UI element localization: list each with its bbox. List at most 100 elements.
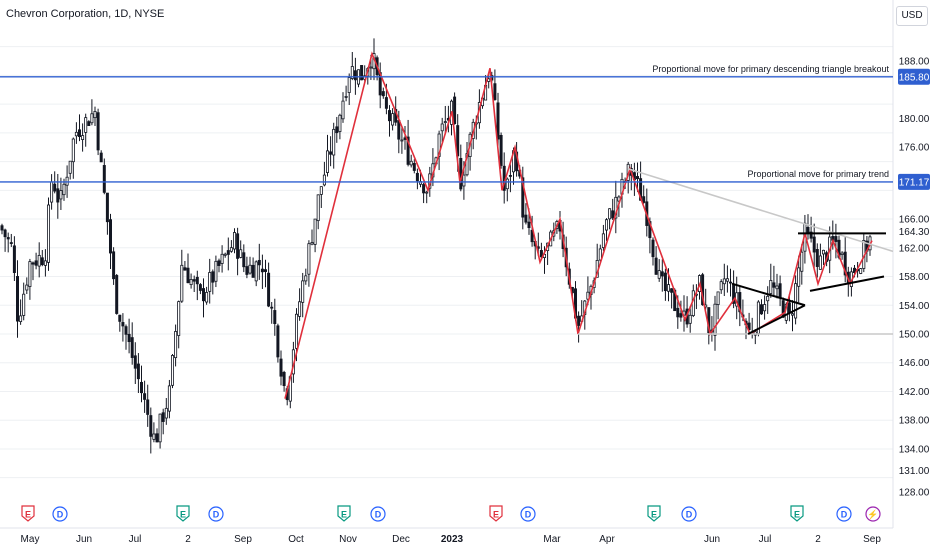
candle-body (226, 250, 230, 255)
event-marker-label: E (794, 510, 800, 520)
candle-body (149, 415, 153, 437)
candle-body (170, 355, 174, 386)
candle-body (50, 181, 54, 203)
candle-body (161, 412, 165, 422)
price-line-label: Proportional move for primary descending… (652, 64, 889, 74)
candle-body (670, 288, 674, 293)
x-tick-label: Jul (759, 534, 772, 545)
candle-body (121, 322, 125, 327)
y-tick-label: 164.30 (899, 227, 930, 238)
y-tick-label: 142.00 (899, 387, 930, 398)
candle-body (229, 247, 233, 252)
candle-body (391, 113, 395, 126)
candle-body (859, 268, 863, 274)
candle-body (443, 121, 447, 123)
candle-body (608, 208, 612, 220)
candle-body (381, 91, 385, 97)
candle-body (353, 70, 357, 81)
candle-body (496, 102, 500, 140)
candle-body (15, 276, 19, 322)
event-marker-label: E (25, 510, 31, 520)
candle-body (527, 221, 531, 229)
candle-body (329, 151, 333, 155)
candle-body (369, 66, 373, 69)
candle-body (105, 192, 109, 223)
candle-body (524, 214, 528, 223)
candle-body (260, 268, 264, 273)
event-marker-label: E (651, 510, 657, 520)
candle-body (25, 284, 29, 291)
chart-title: Chevron Corporation, 1D, NYSE (6, 8, 165, 20)
candle-body (614, 196, 618, 219)
event-marker: E (489, 505, 503, 522)
event-marker: E (176, 505, 190, 522)
candle-body (586, 291, 590, 300)
candle-body (273, 310, 277, 325)
candle-body (164, 407, 168, 419)
candle-body (772, 282, 776, 288)
candle-body (31, 262, 35, 265)
candle-body (387, 110, 391, 122)
candle-body (440, 123, 444, 132)
candle-body (791, 313, 795, 316)
event-marker-label: E (180, 510, 186, 520)
dividend-circle-icon (681, 506, 697, 522)
candle-body (775, 285, 779, 290)
candle-body (47, 204, 51, 263)
candle-body (118, 314, 122, 322)
candle-body (257, 259, 261, 266)
candle-body (332, 128, 336, 156)
candle-body (28, 261, 32, 287)
price-badge (898, 68, 930, 85)
candle-body (840, 252, 844, 255)
candle-body (0, 225, 4, 231)
candle-body (167, 385, 171, 412)
candle-body (81, 135, 85, 140)
candle-body (65, 176, 69, 186)
candle-body (239, 249, 243, 258)
x-tick-label: Dec (392, 534, 410, 545)
candle-body (338, 114, 342, 132)
y-tick-label: 180.00 (899, 114, 930, 125)
candle-body (56, 188, 60, 203)
candle-body (415, 172, 419, 182)
candle-body (22, 293, 26, 316)
event-marker-label: D (213, 510, 220, 520)
candle-body (360, 65, 364, 81)
candle-body (205, 291, 209, 303)
candle-body (34, 260, 38, 266)
candle-body (651, 239, 655, 258)
candle-body (611, 210, 615, 219)
candle-body (667, 284, 671, 292)
candle-body (722, 278, 726, 285)
event-marker: E (790, 505, 804, 522)
candle-body (183, 267, 187, 271)
currency-button[interactable]: USD (896, 6, 928, 26)
wave-line (284, 51, 873, 399)
candle-body (248, 264, 252, 274)
candle-body (676, 307, 680, 318)
candle-body (319, 186, 323, 195)
x-tick-label: 2 (815, 534, 821, 545)
candle-body (74, 131, 78, 137)
candle-body (301, 280, 305, 303)
candle-body (87, 121, 91, 126)
candles-group (0, 38, 872, 454)
candle-body (766, 295, 770, 302)
candle-body (812, 236, 816, 253)
candle-body (294, 313, 298, 349)
candle-body (313, 218, 317, 245)
price-line-label: Proportional move for primary trend (747, 169, 889, 179)
earnings-flag-icon (489, 505, 503, 522)
x-tick-label: Oct (288, 534, 304, 545)
candle-body (84, 117, 88, 133)
candle-body (152, 433, 156, 440)
candle-body (344, 96, 348, 98)
candle-body (636, 176, 640, 180)
candle-body (62, 183, 66, 196)
candle-body (130, 337, 134, 358)
candle-body (462, 174, 466, 187)
event-marker-label: D (57, 510, 64, 520)
y-tick-label: 154.00 (899, 301, 930, 312)
